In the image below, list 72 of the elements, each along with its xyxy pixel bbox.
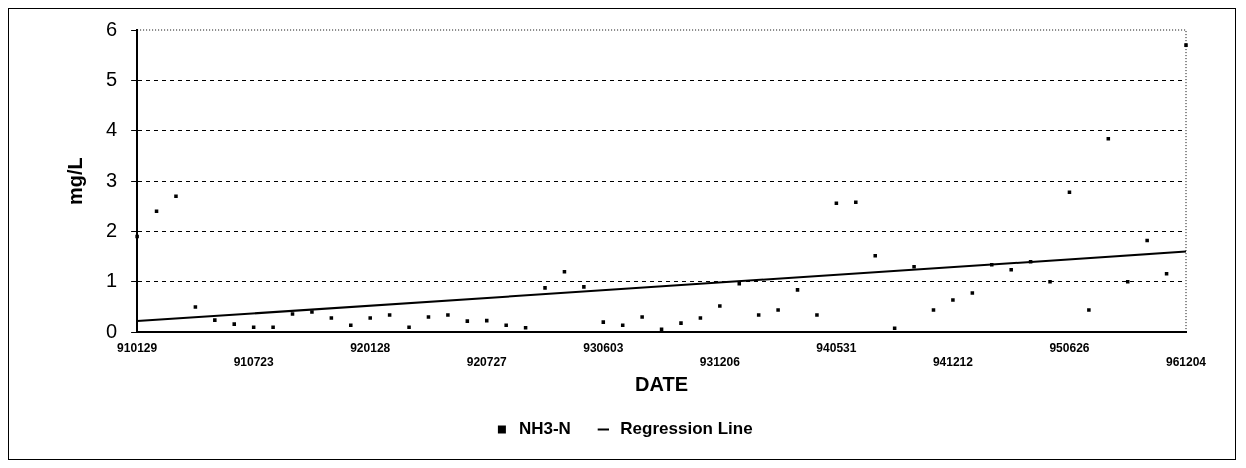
y-tick-label: 6 bbox=[106, 17, 118, 40]
point bbox=[640, 315, 644, 319]
point bbox=[776, 308, 780, 312]
point bbox=[737, 282, 742, 286]
y-tick-label: 4 bbox=[106, 118, 118, 141]
point bbox=[543, 286, 547, 290]
x-tick-label: 910723 bbox=[233, 355, 275, 370]
y-tick-label: 3 bbox=[106, 168, 118, 191]
point bbox=[310, 310, 314, 314]
point bbox=[446, 313, 450, 317]
point bbox=[1125, 280, 1130, 284]
point bbox=[174, 194, 178, 198]
x-tick-label: 931206 bbox=[699, 355, 741, 370]
point bbox=[368, 316, 372, 320]
point bbox=[990, 262, 994, 267]
point bbox=[620, 323, 625, 327]
point bbox=[484, 318, 489, 323]
point bbox=[251, 325, 256, 329]
point bbox=[795, 288, 800, 292]
point bbox=[271, 325, 275, 329]
x-tick-label: 930603 bbox=[583, 340, 624, 355]
point bbox=[290, 312, 295, 316]
point bbox=[504, 323, 508, 327]
legend-label: NH3-N bbox=[518, 419, 571, 439]
point bbox=[562, 269, 567, 274]
point bbox=[854, 200, 858, 205]
point bbox=[387, 313, 392, 317]
point bbox=[970, 291, 975, 295]
x-tick-label: 941212 bbox=[932, 355, 974, 370]
legend-label: Regression Line bbox=[620, 419, 753, 439]
point bbox=[698, 316, 703, 320]
x-tick-label: 950626 bbox=[1049, 340, 1090, 355]
point bbox=[834, 201, 839, 206]
point bbox=[232, 322, 237, 326]
x-tick-label: 961204 bbox=[1165, 355, 1207, 370]
y-tick-label: 0 bbox=[106, 319, 118, 342]
point bbox=[892, 326, 897, 330]
point bbox=[756, 313, 761, 317]
point bbox=[1106, 137, 1111, 141]
point bbox=[912, 264, 916, 269]
point bbox=[659, 327, 664, 331]
x-tick-label: 920727 bbox=[466, 355, 508, 370]
point bbox=[1067, 190, 1072, 194]
point bbox=[931, 308, 936, 312]
point bbox=[601, 320, 606, 324]
y-tick-label: 2 bbox=[106, 218, 118, 241]
point bbox=[679, 321, 683, 325]
point bbox=[1009, 267, 1013, 272]
point bbox=[873, 253, 877, 258]
point bbox=[718, 304, 722, 308]
point bbox=[1164, 272, 1169, 276]
point bbox=[951, 298, 955, 302]
point bbox=[1048, 280, 1052, 284]
point bbox=[349, 323, 353, 327]
x-tick-label: 940531 bbox=[816, 340, 857, 355]
x-tick-label: 920128 bbox=[350, 340, 391, 355]
point bbox=[1145, 238, 1149, 243]
point bbox=[213, 318, 217, 322]
point bbox=[815, 313, 819, 317]
point bbox=[407, 325, 411, 329]
y-tick-label: 5 bbox=[106, 67, 118, 90]
point bbox=[193, 305, 198, 309]
x-axis-title: DATE bbox=[635, 372, 689, 395]
point bbox=[329, 316, 334, 320]
y-tick-label: 1 bbox=[106, 269, 118, 292]
point bbox=[1184, 43, 1188, 47]
point bbox=[426, 315, 431, 319]
point bbox=[465, 319, 470, 323]
x-tick-label: 910129 bbox=[117, 340, 158, 355]
point bbox=[1087, 308, 1091, 312]
point bbox=[582, 285, 586, 289]
y-axis-title: mg/L bbox=[63, 157, 86, 205]
